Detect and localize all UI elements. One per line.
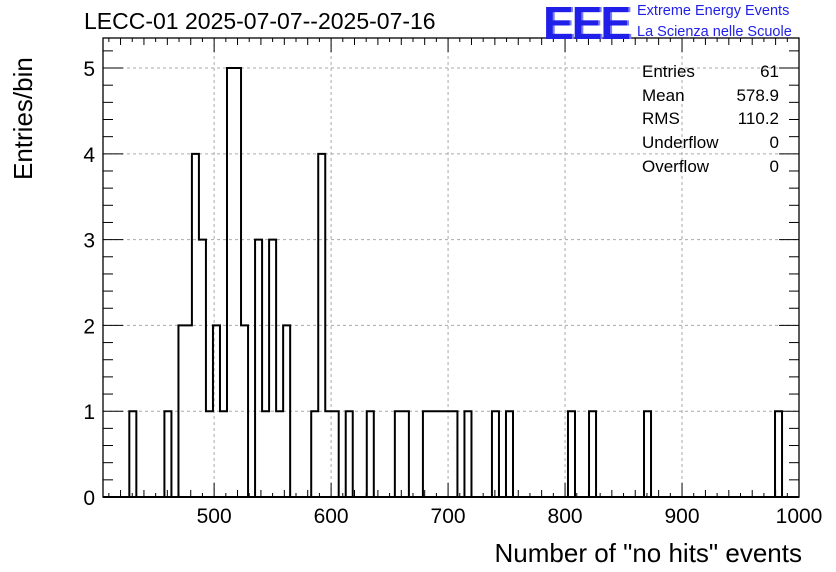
histogram-bin bbox=[178, 325, 191, 497]
histogram-bin bbox=[220, 411, 227, 497]
histogram-bin bbox=[255, 240, 262, 497]
histogram-bin bbox=[644, 411, 651, 497]
axis-ticks bbox=[103, 38, 800, 498]
histogram-bin bbox=[129, 411, 136, 497]
x-tick-label: 700 bbox=[431, 505, 466, 528]
histogram-bin bbox=[262, 411, 269, 497]
histogram-bin bbox=[568, 411, 575, 497]
histogram-bin bbox=[325, 411, 338, 497]
histogram-bin bbox=[346, 411, 353, 497]
stats-label: Underflow bbox=[642, 133, 719, 153]
histogram-bin bbox=[367, 411, 374, 497]
stats-label: Entries bbox=[642, 62, 695, 81]
histogram-bin bbox=[283, 325, 290, 497]
y-tick-label: 2 bbox=[83, 315, 95, 338]
histogram-outline bbox=[128, 67, 784, 497]
stats-box: Entries 61 Mean 578.9 RMS 110.2 Underflo… bbox=[642, 60, 779, 179]
histogram-bin bbox=[276, 411, 283, 497]
x-tick-label: 1000 bbox=[776, 505, 823, 528]
stats-row-rms: RMS 110.2 bbox=[642, 107, 779, 131]
stats-row-underflow: Underflow 0 bbox=[642, 131, 779, 155]
histogram-bin bbox=[589, 411, 596, 497]
histogram-bin bbox=[192, 154, 199, 497]
y-tick-label: 4 bbox=[83, 144, 95, 167]
eee-logo: EEE bbox=[543, 0, 631, 49]
histogram-bin bbox=[206, 411, 213, 497]
histogram-bin bbox=[269, 240, 276, 497]
stats-value: 0 bbox=[769, 156, 779, 176]
y-tick-label: 3 bbox=[83, 230, 95, 253]
histogram-bin bbox=[423, 411, 458, 497]
plot-frame bbox=[102, 37, 800, 498]
logo-line-2: La Scienza nelle Scuole bbox=[637, 24, 792, 40]
histogram-bin bbox=[241, 325, 248, 497]
histogram-bin bbox=[395, 411, 409, 497]
histogram-bin bbox=[492, 411, 499, 497]
stats-value: 110.2 bbox=[737, 109, 779, 129]
stats-row-mean: Mean 578.9 bbox=[642, 84, 779, 108]
stats-row-overflow: Overflow 0 bbox=[642, 155, 779, 179]
stats-label: Mean bbox=[642, 85, 685, 105]
x-tick-label: 900 bbox=[665, 505, 700, 528]
y-tick-label: 5 bbox=[83, 58, 95, 81]
stats-row-entries: Entries 61 bbox=[642, 60, 779, 84]
x-axis-label: Number of "no hits" events bbox=[494, 538, 803, 568]
logo-line-1: Extreme Energy Events bbox=[637, 3, 790, 19]
histogram-bin bbox=[213, 325, 220, 497]
x-tick-label: 800 bbox=[548, 505, 583, 528]
stats-value: 0 bbox=[769, 133, 779, 153]
stats-label: RMS bbox=[642, 109, 680, 129]
histogram-bin bbox=[775, 411, 782, 497]
histogram-bin bbox=[318, 154, 325, 497]
histogram-bin bbox=[311, 411, 318, 497]
x-tick-label: 600 bbox=[314, 505, 349, 528]
y-tick-label: 1 bbox=[83, 401, 95, 424]
histogram-bin bbox=[199, 240, 206, 497]
histogram-bin bbox=[164, 411, 171, 497]
axis-tick-labels: 500 600 700 800 900 1000 0 1 2 3 4 5 bbox=[83, 58, 822, 528]
stats-label: Overflow bbox=[642, 156, 710, 176]
histogram-bin bbox=[464, 411, 471, 497]
y-axis-label: Entries/bin bbox=[8, 57, 38, 180]
chart-title: LECC-01 2025-07-07--2025-07-16 bbox=[84, 8, 436, 34]
x-tick-label: 500 bbox=[197, 505, 232, 528]
histogram-bin bbox=[506, 411, 513, 497]
stats-value: 61 bbox=[760, 62, 779, 81]
y-tick-label: 0 bbox=[83, 487, 95, 510]
stats-value: 578.9 bbox=[736, 85, 779, 105]
histogram-bin bbox=[227, 68, 241, 497]
